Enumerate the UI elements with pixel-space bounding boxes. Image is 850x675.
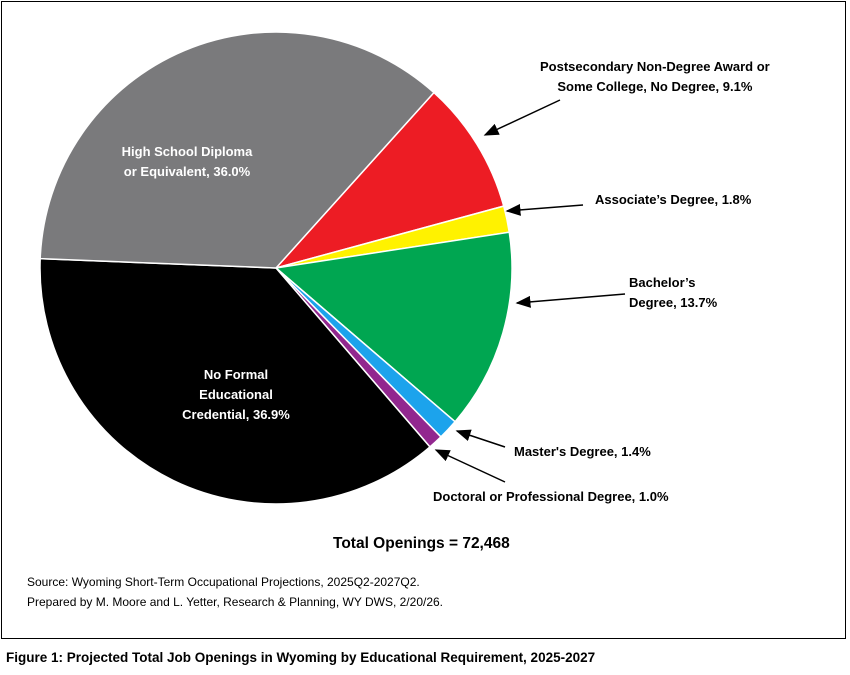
total-openings: Total Openings = 72,468 [333,535,510,552]
label-line: Degree, 13.7% [629,295,718,310]
label-doctoral: Doctoral or Professional Degree, 1.0% [433,487,669,507]
label-line: No Formal [203,367,269,382]
pie-slice-2 [274,231,513,423]
label-line: Some College, No Degree, 9.1% [557,79,753,94]
leader-arrow-2 [515,293,626,308]
label-line: Educational [199,387,273,402]
label-line: Bachelor’s [629,275,696,290]
label-postsecondary: Postsecondary Non-Degree Award or Some C… [540,57,770,97]
leader-arrow-3 [455,429,506,448]
label-associate: Associate’s Degree, 1.8% [595,190,751,210]
label-line: High School Diploma [121,144,253,159]
figure-caption: Figure 1: Projected Total Job Openings i… [6,650,596,665]
chart-frame [1,1,846,639]
leader-arrow-0 [483,99,561,136]
label-high-school: High School Diploma or Equivalent, 36.0% [107,142,267,182]
label-line: Doctoral or Professional Degree, 1.0% [433,489,669,504]
label-line: Credential, 36.9% [182,407,290,422]
label-line: Master's Degree, 1.4% [514,444,651,459]
source-note: Source: Wyoming Short-Term Occupational … [27,575,420,589]
label-no-formal: No Formal Educational Credential, 36.9% [166,365,306,425]
leader-arrow-4 [434,449,506,483]
label-line: or Equivalent, 36.0% [123,164,251,179]
label-line: Postsecondary Non-Degree Award or [540,59,770,74]
label-line: Associate’s Degree, 1.8% [595,192,752,207]
pie-slice-5 [39,257,431,505]
label-bachelor: Bachelor’s Degree, 13.7% [629,273,717,313]
pie-slice-6 [39,31,435,269]
pie-slice-0 [273,91,505,270]
label-master: Master's Degree, 1.4% [514,442,651,462]
leader-arrow-1 [505,203,584,216]
prepared-by-note: Prepared by M. Moore and L. Yetter, Rese… [27,595,444,609]
